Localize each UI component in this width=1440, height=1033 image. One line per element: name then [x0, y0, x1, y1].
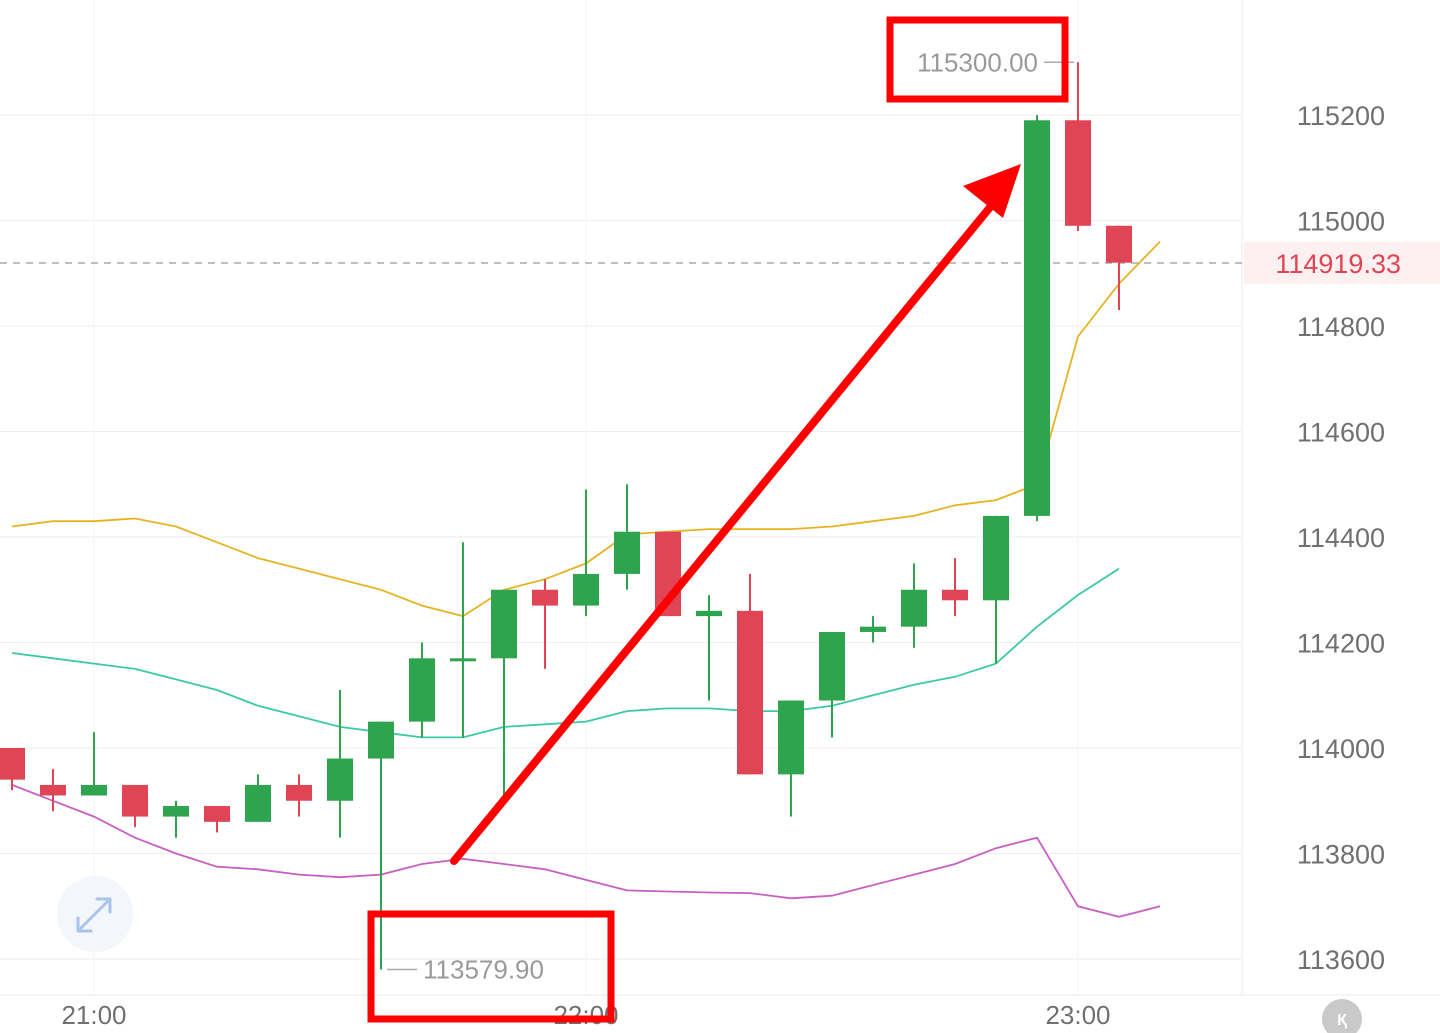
candle-body-up: [491, 589, 517, 659]
candle-body-up: [163, 806, 189, 817]
candle-body-up: [983, 515, 1009, 601]
trend-arrow-head: [963, 164, 1021, 218]
candle-body-down: [737, 610, 763, 775]
candle-body-down: [1106, 225, 1132, 263]
y-tick-label: 114000: [1297, 734, 1385, 764]
y-tick-label: 115000: [1297, 207, 1385, 237]
candles: [0, 62, 1132, 970]
candle-body-up: [245, 784, 271, 822]
low-highlight-box: [367, 910, 615, 1023]
ma-line-purple: [11, 784, 1161, 918]
grid-lines: [0, 0, 1440, 996]
annotations: Қ: [57, 16, 1362, 1033]
candle-body-up: [778, 700, 804, 775]
y-tick-label: 114600: [1297, 418, 1385, 448]
candle-body-up: [1024, 120, 1050, 516]
candle-body-up: [450, 658, 476, 662]
candle-body-down: [204, 806, 230, 822]
candle-body-up: [573, 573, 599, 606]
candle-body-up: [901, 589, 927, 627]
x-tick-label: 21:00: [61, 1000, 126, 1030]
high-price-label: 115300.00: [917, 47, 1038, 77]
candle-body-up: [327, 758, 353, 801]
x-tick-label: 23:00: [1045, 1000, 1110, 1030]
current-price-label: 114919.33: [1275, 249, 1401, 279]
high-highlight-box: [886, 16, 1069, 103]
k-badge-icon: [1322, 999, 1362, 1033]
trend-arrow-shaft: [450, 196, 1000, 865]
candle-body-up: [819, 631, 845, 701]
current-price-badge: [1244, 242, 1440, 285]
candle-body-down: [286, 784, 312, 801]
candle-body-down: [942, 589, 968, 601]
candle-body-down: [0, 748, 25, 780]
y-tick-label: 113800: [1297, 840, 1385, 870]
candle-body-down: [1065, 120, 1091, 226]
axis-labels: 115200 115000 114800 114600 114400 114200 1140…: [61, 47, 1440, 1030]
candle-body-up: [81, 784, 107, 796]
candle-body-down: [40, 784, 66, 796]
candle-body-down: [532, 589, 558, 606]
y-tick-label: 115200: [1297, 101, 1385, 131]
candle-body-up: [696, 610, 722, 617]
k-badge-glyph: Қ: [1337, 1012, 1347, 1029]
low-price-label: 113579.90: [423, 955, 544, 985]
candle-body-up: [614, 531, 640, 574]
expand-icon: [76, 897, 112, 933]
y-tick-label: 114400: [1297, 523, 1385, 553]
candle-body-up: [368, 721, 394, 759]
candle-body-up: [409, 658, 435, 722]
candle-body-up: [860, 626, 886, 632]
y-tick-label: 114800: [1297, 312, 1385, 342]
y-tick-label: 114200: [1297, 629, 1385, 659]
y-tick-label: 113600: [1297, 945, 1385, 975]
candle-body-down: [122, 784, 148, 817]
